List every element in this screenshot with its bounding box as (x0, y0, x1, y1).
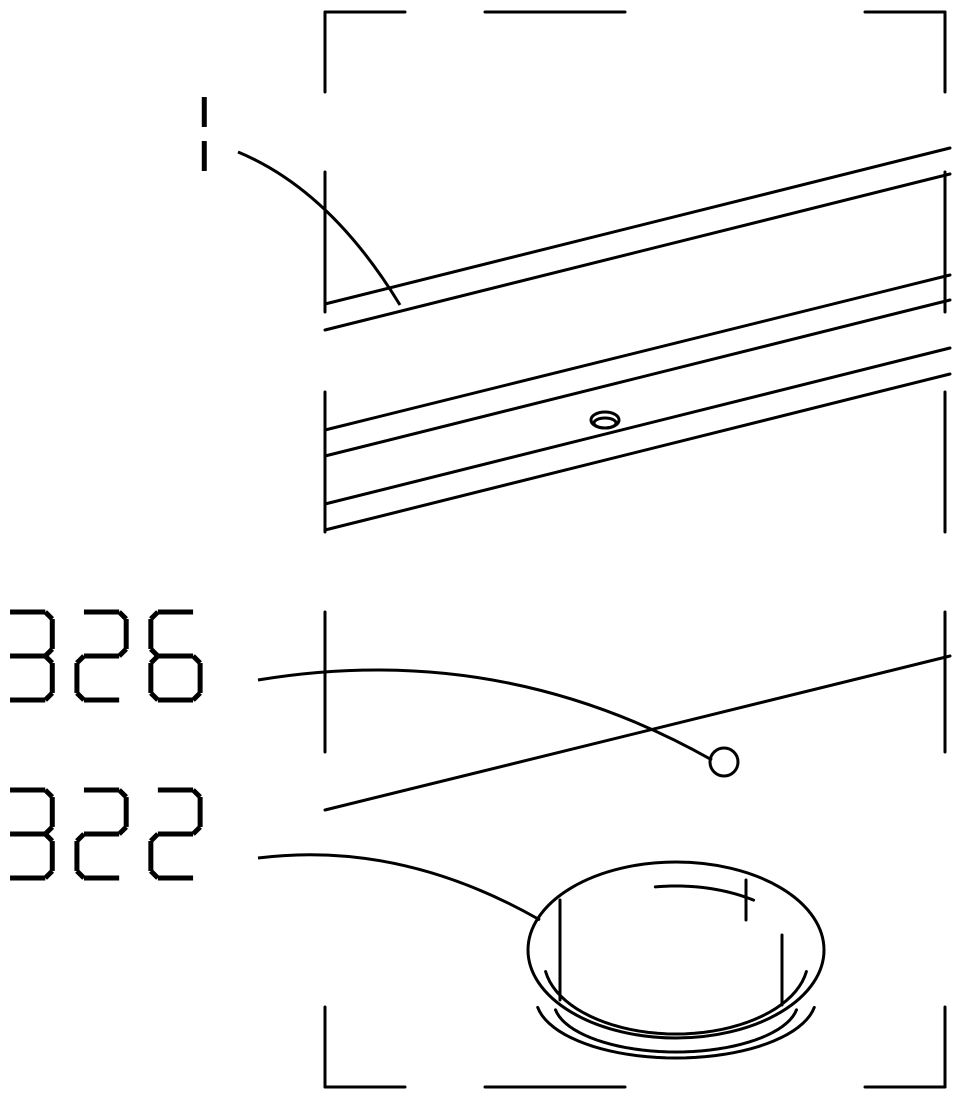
digit (151, 612, 200, 700)
elongated-edge (325, 275, 950, 430)
digit (151, 790, 200, 878)
elongated-edge (325, 374, 950, 530)
elongated-small-feature-inner (594, 418, 616, 428)
feature-326 (710, 748, 738, 776)
elongated-edge (325, 348, 950, 504)
feature-322-ring (546, 972, 807, 1034)
digit (10, 790, 52, 878)
digit (77, 790, 126, 878)
feature-322-ring-top (655, 886, 753, 900)
feature-322-outer (528, 862, 824, 1038)
elongated-edge (325, 148, 950, 304)
digit (10, 612, 52, 700)
lower-surface-edge (325, 656, 950, 810)
elongated-edge (325, 300, 950, 456)
leader (238, 152, 400, 305)
elongated-edge (325, 174, 950, 330)
leader (258, 855, 540, 920)
digit (77, 612, 126, 700)
